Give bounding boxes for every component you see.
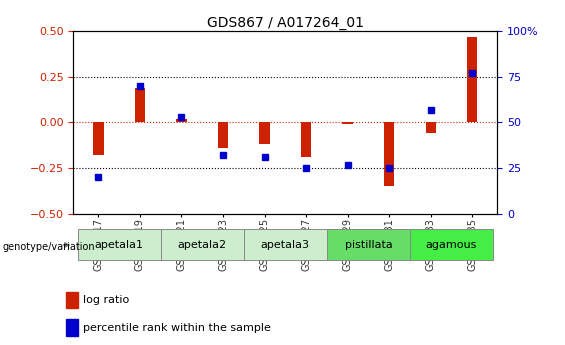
Text: log ratio: log ratio: [83, 295, 129, 305]
FancyBboxPatch shape: [327, 229, 410, 260]
FancyBboxPatch shape: [244, 229, 327, 260]
Text: apetala1: apetala1: [95, 240, 144, 250]
Bar: [259, 122, 270, 145]
FancyBboxPatch shape: [410, 229, 493, 260]
Bar: [384, 122, 394, 187]
FancyBboxPatch shape: [77, 229, 160, 260]
Bar: [342, 122, 353, 124]
Text: apetala3: apetala3: [261, 240, 310, 250]
Bar: [66, 292, 78, 308]
Title: GDS867 / A017264_01: GDS867 / A017264_01: [207, 16, 364, 30]
Text: apetala2: apetala2: [177, 240, 227, 250]
Bar: [301, 122, 311, 157]
Bar: [134, 88, 145, 122]
Text: genotype/variation: genotype/variation: [3, 242, 95, 252]
Text: percentile rank within the sample: percentile rank within the sample: [83, 323, 271, 333]
Bar: [425, 122, 436, 134]
Text: pistillata: pistillata: [345, 240, 392, 250]
FancyBboxPatch shape: [160, 229, 244, 260]
Bar: [467, 37, 477, 122]
Text: agamous: agamous: [426, 240, 477, 250]
Bar: [218, 122, 228, 148]
Bar: [66, 319, 78, 336]
Bar: [93, 122, 103, 155]
Bar: [176, 119, 186, 122]
